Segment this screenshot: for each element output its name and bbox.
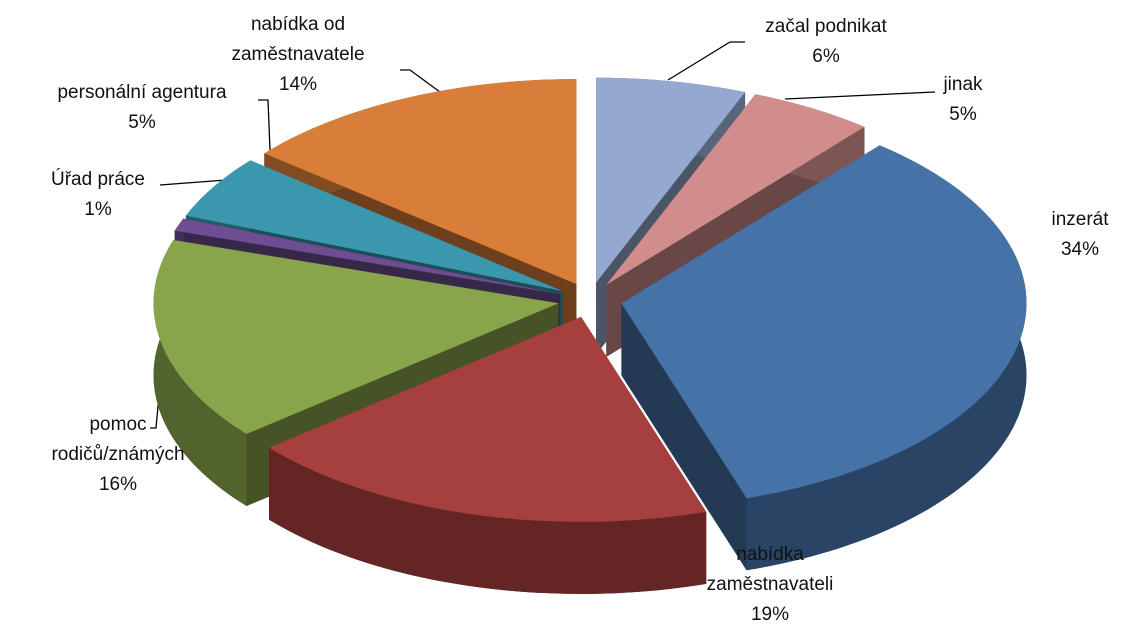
category-label: Úřad práce — [51, 169, 145, 190]
leader-line — [784, 91, 936, 100]
slice — [264, 79, 577, 285]
slice-label: začal podnikat 6% — [765, 12, 886, 72]
category-label: pomoc rodičů/známých — [51, 414, 185, 465]
leader-line — [400, 69, 441, 93]
leader-lines — [150, 41, 936, 429]
category-label: nabídka od zaměstnavatele — [231, 14, 365, 65]
slice-wall — [269, 447, 707, 594]
slice — [269, 316, 707, 522]
leader-line — [159, 179, 227, 186]
slice-label: Úřad práce 1% — [51, 165, 145, 225]
slice-label: inzerát 34% — [1051, 205, 1108, 265]
category-label: personální agentura — [57, 82, 227, 103]
value-label: 16% — [98, 474, 138, 495]
slice — [621, 145, 1027, 499]
slice — [185, 160, 563, 292]
leader-line — [258, 99, 271, 151]
value-label: 14% — [278, 74, 318, 95]
slice-side — [621, 303, 747, 571]
value-label: 34% — [1060, 239, 1100, 260]
category-label: začal podnikat — [765, 16, 887, 37]
value-label: 5% — [128, 112, 156, 133]
slice-label: pomoc rodičů/známých 16% — [31, 410, 206, 500]
slice-label: jinak 5% — [943, 70, 982, 130]
slice-label: nabídka od zaměstnavatele 14% — [211, 10, 386, 100]
value-label: 1% — [84, 199, 112, 220]
value-label: 19% — [750, 604, 790, 625]
category-label: nabídka zaměstnavateli — [706, 544, 834, 595]
slice-label: nabídka zaměstnavateli 19% — [690, 540, 850, 628]
slice — [174, 218, 560, 295]
slice — [606, 94, 865, 285]
leader-line — [667, 41, 745, 81]
category-label: jinak — [943, 74, 983, 95]
slice — [153, 239, 559, 434]
category-label: inzerát — [1051, 209, 1109, 230]
slice-label: personální agentura 5% — [57, 78, 226, 138]
slice — [595, 77, 746, 283]
value-label: 5% — [949, 104, 977, 125]
slice-wall — [153, 239, 247, 506]
value-label: 6% — [812, 46, 840, 67]
